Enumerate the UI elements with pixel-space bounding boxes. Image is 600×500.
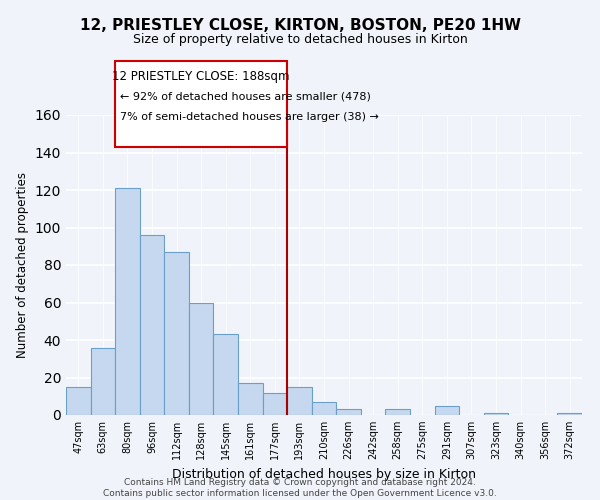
Bar bbox=[238, 383, 263, 415]
Bar bbox=[115, 188, 140, 415]
Bar bbox=[263, 392, 287, 415]
Bar bbox=[66, 387, 91, 415]
Bar bbox=[287, 387, 312, 415]
Bar bbox=[164, 252, 189, 415]
X-axis label: Distribution of detached houses by size in Kirton: Distribution of detached houses by size … bbox=[172, 468, 476, 480]
Bar bbox=[484, 413, 508, 415]
FancyBboxPatch shape bbox=[115, 61, 287, 147]
Y-axis label: Number of detached properties: Number of detached properties bbox=[16, 172, 29, 358]
Bar bbox=[140, 235, 164, 415]
Bar bbox=[214, 334, 238, 415]
Text: ← 92% of detached houses are smaller (478): ← 92% of detached houses are smaller (47… bbox=[121, 91, 371, 101]
Bar bbox=[434, 406, 459, 415]
Bar bbox=[312, 402, 336, 415]
Bar bbox=[385, 410, 410, 415]
Text: Size of property relative to detached houses in Kirton: Size of property relative to detached ho… bbox=[133, 32, 467, 46]
Text: 7% of semi-detached houses are larger (38) →: 7% of semi-detached houses are larger (3… bbox=[121, 112, 379, 122]
Text: 12 PRIESTLEY CLOSE: 188sqm: 12 PRIESTLEY CLOSE: 188sqm bbox=[112, 70, 290, 83]
Bar bbox=[336, 410, 361, 415]
Text: Contains HM Land Registry data © Crown copyright and database right 2024.
Contai: Contains HM Land Registry data © Crown c… bbox=[103, 478, 497, 498]
Bar bbox=[91, 348, 115, 415]
Bar bbox=[189, 302, 214, 415]
Text: 12, PRIESTLEY CLOSE, KIRTON, BOSTON, PE20 1HW: 12, PRIESTLEY CLOSE, KIRTON, BOSTON, PE2… bbox=[79, 18, 521, 32]
Bar bbox=[557, 413, 582, 415]
